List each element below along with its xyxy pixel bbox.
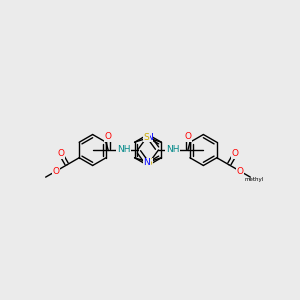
Text: O: O [184, 132, 191, 141]
Text: N: N [143, 158, 150, 167]
Text: S: S [144, 133, 150, 142]
Text: N: N [146, 133, 153, 142]
Text: NH: NH [166, 146, 179, 154]
Text: methyl: methyl [244, 177, 263, 182]
Text: O: O [237, 167, 244, 176]
Text: NH: NH [117, 146, 130, 154]
Text: O: O [105, 132, 112, 141]
Text: S: S [146, 158, 152, 167]
Text: O: O [52, 167, 59, 176]
Text: O: O [232, 149, 238, 158]
Text: O: O [57, 149, 64, 158]
